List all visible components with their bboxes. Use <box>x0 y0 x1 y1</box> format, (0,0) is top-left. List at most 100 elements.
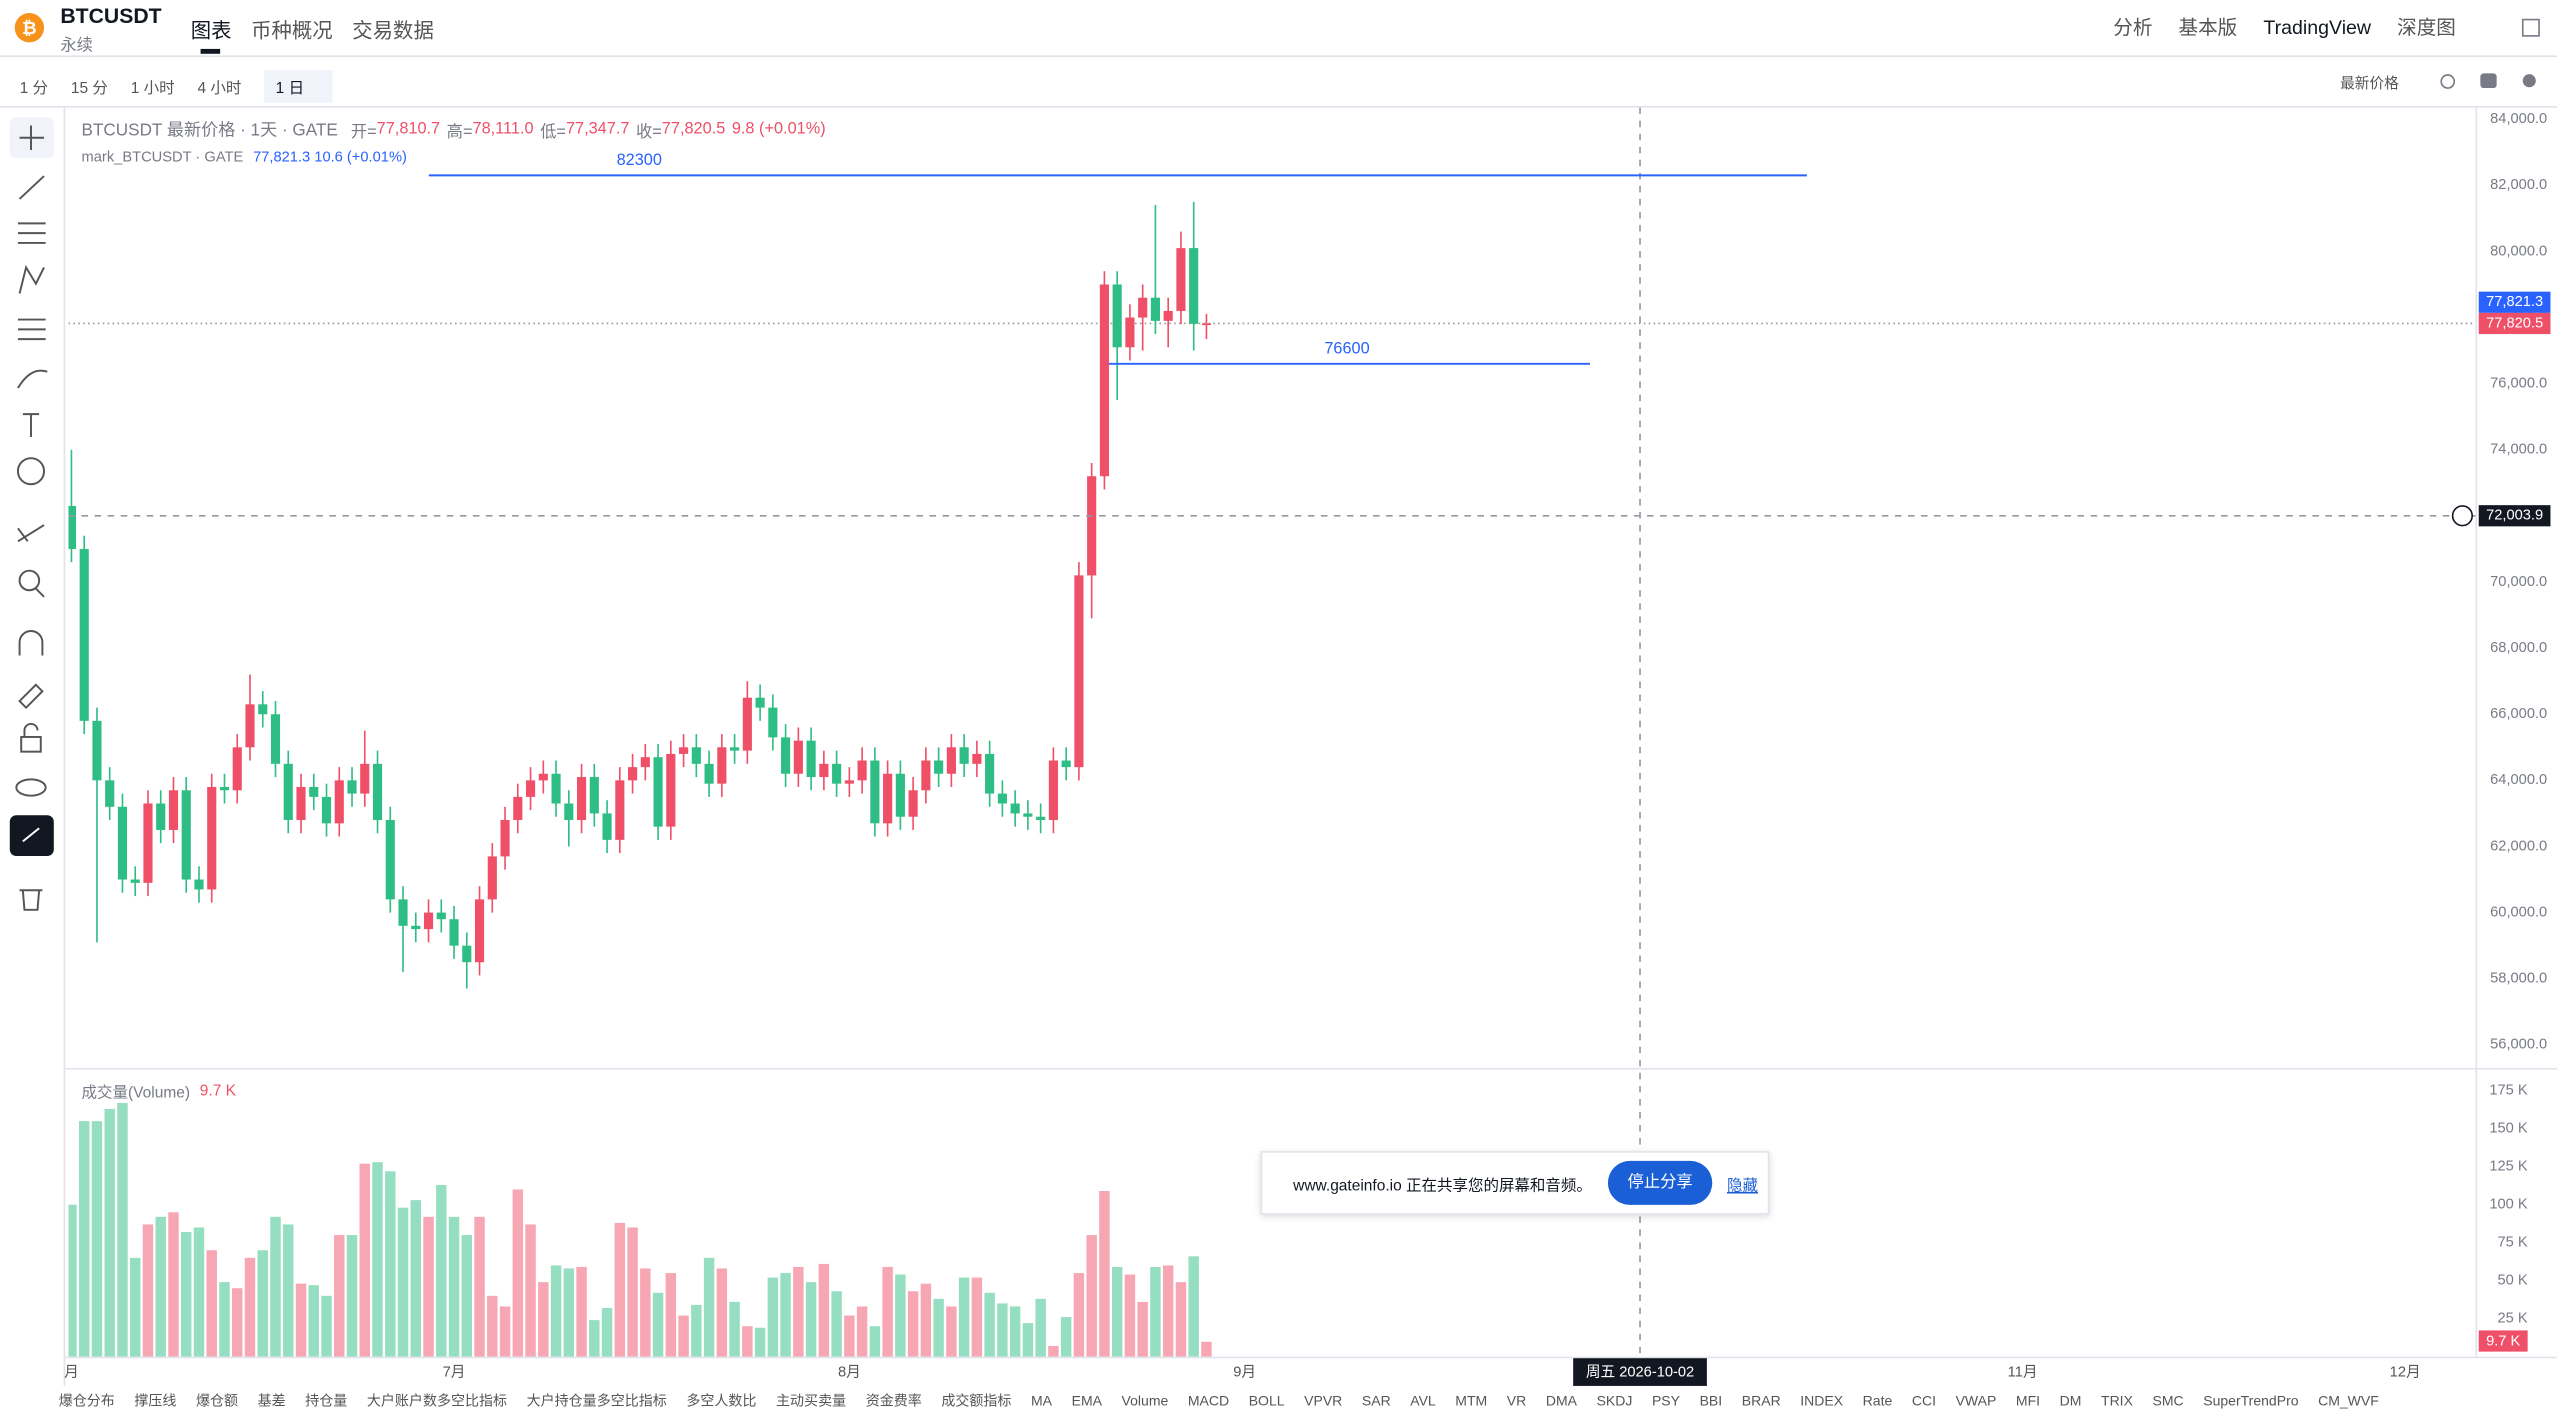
hide-link[interactable]: 隐藏 <box>1726 1177 1758 1196</box>
y-tick-label: 84,000.0 <box>2490 111 2547 127</box>
candle-body <box>296 786 306 821</box>
volume-bar <box>1162 1265 1174 1357</box>
indicator-tab[interactable]: MACD <box>1187 1392 1230 1409</box>
mark-name: mark_BTCUSDT · GATE <box>81 148 244 165</box>
indicator-tab[interactable]: 爆仓额 <box>195 1392 239 1409</box>
price-source[interactable]: 最新价格 <box>2340 75 2399 92</box>
volume-bar <box>104 1108 115 1357</box>
y-tick-label: 70,000.0 <box>2490 574 2547 590</box>
tab[interactable]: 交易数据 <box>352 19 434 43</box>
candle-body <box>130 879 140 883</box>
volume-bar <box>742 1326 753 1357</box>
candle-body <box>168 790 179 830</box>
indicator-tab[interactable]: EMA <box>1071 1392 1102 1409</box>
indicator-tab[interactable]: BBI <box>1699 1392 1723 1409</box>
indicator-tab[interactable]: TRIX <box>2101 1392 2133 1409</box>
candle-body <box>691 747 701 764</box>
volume-bar <box>206 1250 217 1357</box>
header-link[interactable]: 基本版 <box>2178 16 2238 40</box>
volume-bar <box>1099 1191 1110 1357</box>
y-tick-label: 74,000.0 <box>2490 442 2547 458</box>
volume-bar <box>436 1184 447 1357</box>
indicator-tab[interactable]: 爆仓分布 <box>58 1392 115 1409</box>
indicator-tab[interactable]: VWAP <box>1955 1392 1997 1409</box>
candle-body <box>755 697 765 708</box>
indicator-tabs: 爆仓分布 撑压线 爆仓额 基差 持仓量 大户账户数多空比指标 大户持仓量多空比指标 多空人数比… <box>59 1391 2379 1411</box>
indicator-tab[interactable]: MFI <box>2015 1392 2041 1409</box>
crosshair-date-label: 周五 2026-10-02 <box>1586 1364 1694 1381</box>
symbol[interactable]: BTCUSDT <box>60 3 162 28</box>
legend: BTCUSDT 最新价格 · 1天 · GATE 开= 77,810.7 高= 78,1… <box>82 117 826 142</box>
stop-share-button[interactable]: 停止分享 <box>1607 1160 1713 1205</box>
indicator-tab[interactable]: 资金费率 <box>865 1392 922 1409</box>
legend-field-value: 78,111.0 <box>472 120 534 139</box>
coin-icon <box>14 13 45 43</box>
indicator-tab[interactable]: 持仓量 <box>305 1392 348 1409</box>
interval[interactable]: 1 小时 <box>130 79 175 98</box>
indicator-tab[interactable]: SuperTrendPro <box>2203 1392 2299 1409</box>
candle-body <box>870 760 880 824</box>
indicator-tab[interactable]: INDEX <box>1800 1392 1844 1409</box>
indicator-tab[interactable]: MTM <box>1455 1392 1488 1409</box>
volume-bar <box>385 1171 396 1357</box>
indicator-tab[interactable]: CM_WVF <box>2318 1392 2379 1409</box>
volume-bar <box>232 1288 243 1357</box>
indicator-tab[interactable]: SMC <box>2152 1392 2184 1409</box>
indicator-tab[interactable]: VR <box>1506 1392 1527 1409</box>
indicator-tab[interactable]: 多空人数比 <box>686 1392 757 1409</box>
indicator-tab[interactable]: 基差 <box>257 1392 286 1409</box>
indicator-tab[interactable]: 大户持仓量多空比指标 <box>526 1392 667 1409</box>
indicator-tab[interactable]: BOLL <box>1248 1392 1285 1409</box>
volume-bar <box>168 1212 179 1357</box>
indicator-tab[interactable]: SAR <box>1361 1392 1391 1409</box>
indicator-tab[interactable]: 大户账户数多空比指标 <box>366 1392 508 1409</box>
indicator-tab[interactable]: PSY <box>1651 1392 1681 1409</box>
header-link[interactable]: 分析 <box>2113 16 2153 40</box>
y-tick-label: 68,000.0 <box>2490 640 2547 656</box>
candle-body <box>640 757 650 768</box>
header-link[interactable]: 深度图 <box>2397 16 2456 40</box>
volume-bar <box>882 1266 893 1357</box>
indicator-tab[interactable]: 撑压线 <box>134 1392 177 1409</box>
volume-bar <box>971 1277 983 1357</box>
volume-bar <box>1150 1266 1161 1357</box>
tab[interactable]: 图表 <box>190 19 232 43</box>
y-tick-label: 64,000.0 <box>2490 772 2547 788</box>
candle-body <box>68 505 77 549</box>
volume-bar <box>895 1274 906 1357</box>
indicator-tab[interactable]: DM <box>2059 1392 2082 1409</box>
indicator-tab[interactable]: 成交额指标 <box>941 1392 1012 1409</box>
indicator-tab[interactable]: SKDJ <box>1596 1392 1633 1409</box>
interval[interactable]: 15 分 <box>70 79 108 98</box>
volume-bar <box>678 1315 689 1357</box>
volume-bar <box>397 1207 409 1357</box>
indicator-tab[interactable]: MA <box>1031 1392 1053 1409</box>
volume-bar <box>933 1298 944 1357</box>
volume-bar <box>1175 1282 1187 1357</box>
interval[interactable]: 1 分 <box>19 79 49 98</box>
indicator-tab[interactable]: Volume <box>1121 1392 1169 1409</box>
candle-body <box>832 763 842 784</box>
indicator-tab[interactable]: 主动买卖量 <box>776 1392 847 1409</box>
candle-body <box>258 704 268 715</box>
volume-bar <box>308 1285 319 1357</box>
indicator-tab[interactable]: VPVR <box>1304 1392 1343 1409</box>
indicator-tab[interactable]: DMA <box>1545 1392 1578 1409</box>
tab[interactable]: 币种概况 <box>251 19 333 43</box>
x-tick-label: 12月 <box>2390 1365 2421 1381</box>
candle-body <box>857 760 867 781</box>
indicator-tab[interactable]: BRAR <box>1741 1392 1781 1409</box>
indicator-tab[interactable]: AVL <box>1410 1392 1436 1409</box>
candle-body <box>1125 317 1135 348</box>
header-link[interactable]: TradingView <box>2263 15 2372 39</box>
interval[interactable]: 4 小时 <box>197 79 242 98</box>
volume-bar <box>1035 1298 1046 1357</box>
interval[interactable]: 1 日 <box>264 70 334 103</box>
volume-bar <box>920 1283 932 1357</box>
candle-body <box>1061 760 1071 768</box>
indicator-tab[interactable]: Rate <box>1862 1392 1893 1409</box>
volume-tick-label: 150 K <box>2489 1121 2528 1137</box>
horizontal-line-label: 76600 <box>1324 339 1369 357</box>
indicator-tab[interactable]: CCI <box>1911 1392 1937 1409</box>
